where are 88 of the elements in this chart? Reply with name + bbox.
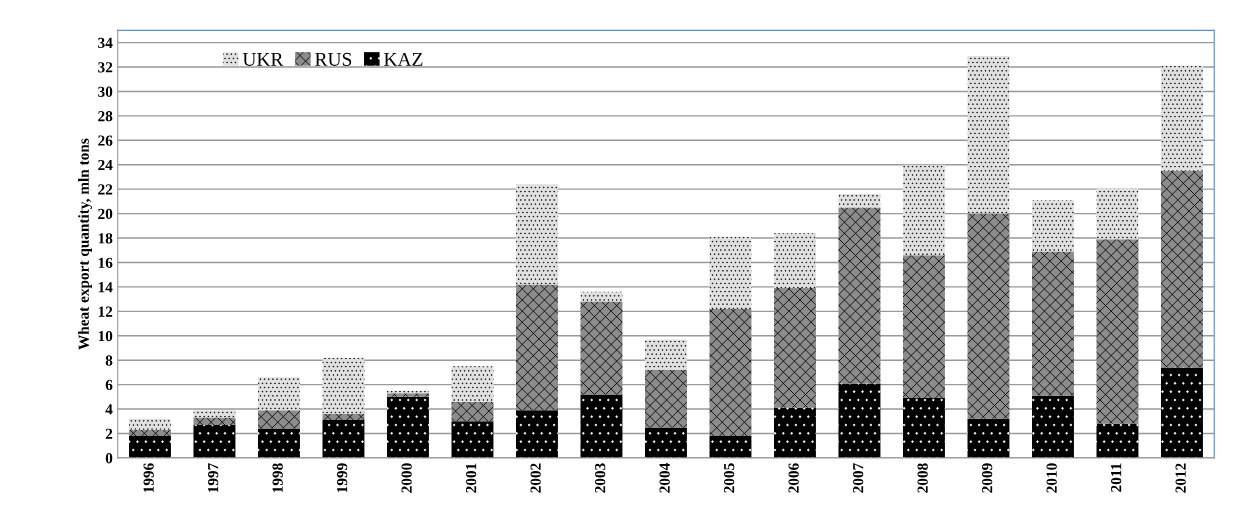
bar [774,233,816,289]
y-axis-title: Wheat export quantity, mln tons [78,138,93,350]
bar [967,213,1010,419]
bar [322,420,365,458]
bar [128,435,171,458]
x-tick-label: 2004 [659,463,670,493]
bar [967,418,1010,458]
bar [645,369,687,428]
y-tick-label: 26 [98,135,113,146]
bar [451,421,494,458]
legend-label: KAZ [384,52,423,66]
x-tick-label: 2000 [401,463,412,493]
bar [1096,423,1139,458]
bar [774,288,816,408]
bar [645,339,687,370]
bar [709,308,752,436]
bar [645,427,687,458]
x-tick-label: 1998 [272,463,283,493]
bar [1032,251,1074,396]
x-tick-label: 2009 [981,463,993,493]
y-tick-label: 22 [98,184,113,195]
y-tick-label: 32 [98,62,113,73]
y-tick-label: 6 [105,379,113,391]
x-tick-label: 2003 [594,463,606,493]
y-tick-label: 28 [98,111,113,122]
x-tick-label: 2012 [1175,463,1186,493]
bar [774,407,816,458]
y-tick-label: 14 [98,282,113,293]
bar [1161,170,1203,368]
bar [451,401,494,422]
y-tick-label: 18 [98,233,113,244]
y-tick-label: 30 [98,86,113,97]
bar [580,291,623,302]
bar [387,396,429,458]
bar [322,413,365,421]
y-tick-label: 24 [98,159,113,171]
x-tick-label: 1996 [143,463,154,493]
bar [838,383,881,458]
x-tick-label: 1999 [337,463,348,493]
bar [193,417,236,425]
bar [903,164,945,256]
bar [516,410,558,458]
x-tick-label: 2008 [917,463,928,493]
y-tick-label: 12 [98,306,113,317]
y-tick-label: 10 [98,330,113,342]
y-tick-label: 0 [105,453,113,464]
bar [516,184,558,285]
bar [193,410,236,418]
bar [451,366,494,402]
bar [903,398,945,458]
bar [1096,187,1139,240]
x-tick-label: 2006 [788,463,799,493]
bar [128,429,171,436]
bar [580,301,623,395]
legend-label: RUS [315,52,352,66]
y-tick-label: 2 [105,428,113,439]
x-tick-label: 2001 [465,463,477,493]
bar [838,207,881,384]
bar [322,357,365,414]
legend-label: UKR [242,53,284,66]
x-tick-label: 2011 [1110,463,1122,492]
bar [580,394,623,458]
bar [903,255,945,399]
bar [1161,367,1203,458]
bar [128,418,171,430]
x-tick-label: 2005 [723,463,735,493]
x-tick-label: 2002 [530,463,541,493]
x-tick-label: 2010 [1046,463,1057,493]
y-tick-label: 16 [98,257,113,268]
y-tick-label: 34 [98,37,113,49]
y-tick-label: 4 [105,404,113,415]
bar [967,56,1010,214]
bar [193,424,236,458]
bar [1096,239,1139,424]
y-tick-label: 8 [105,355,113,366]
bar [709,236,752,309]
x-tick-label: 2007 [852,463,864,493]
bar [257,428,300,458]
bar [257,410,300,429]
bar [838,194,881,208]
x-tick-label: 1997 [208,463,219,493]
bar [516,284,558,411]
bar [709,435,752,458]
bar [257,377,300,411]
y-tick-label: 20 [98,208,113,220]
bar [1161,65,1203,171]
bar [1032,200,1074,252]
bar [1032,395,1074,458]
